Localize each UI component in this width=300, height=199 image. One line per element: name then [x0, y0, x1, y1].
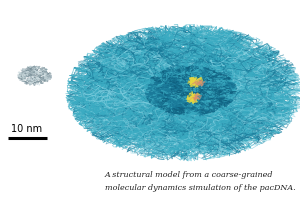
Text: molecular dynamics simulation of the pacDNA.: molecular dynamics simulation of the pac… [105, 184, 296, 192]
Text: A structural model from a coarse-grained: A structural model from a coarse-grained [105, 171, 274, 179]
Text: 10 nm: 10 nm [11, 124, 43, 134]
